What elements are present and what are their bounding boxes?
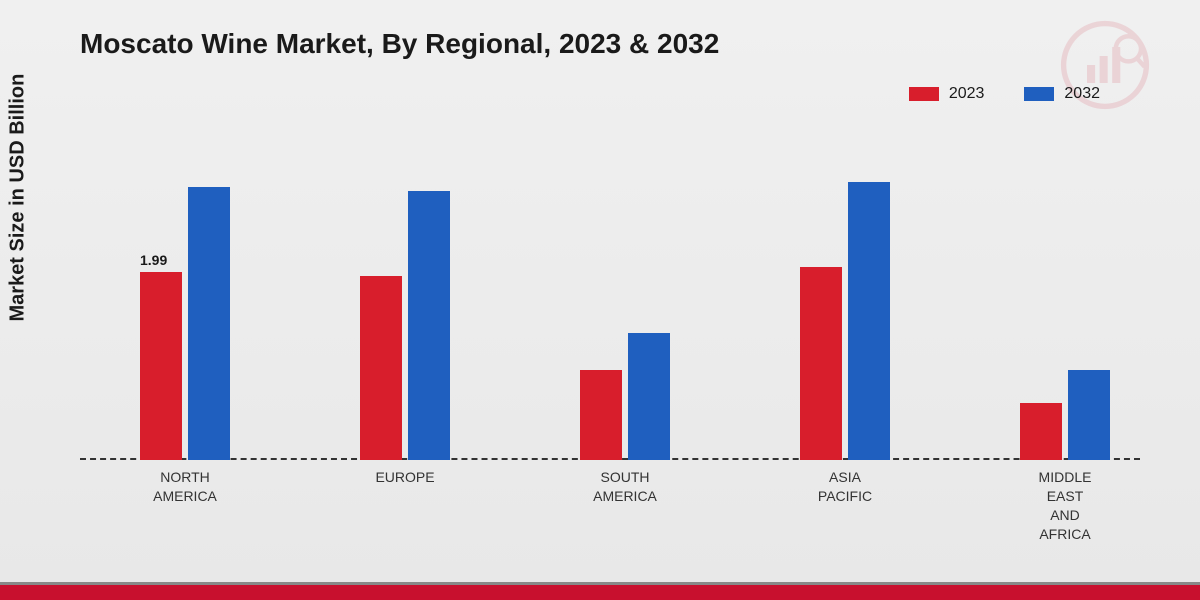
bar-2023 <box>800 267 842 460</box>
bar-group <box>800 182 890 460</box>
x-axis-label: SOUTH AMERICA <box>593 468 657 506</box>
bar-group <box>360 191 450 460</box>
y-axis-label: Market Size in USD Billion <box>7 74 30 322</box>
legend-item-2032: 2032 <box>1024 85 1100 103</box>
x-axis-label: ASIA PACIFIC <box>818 468 872 506</box>
bar-2023 <box>140 272 182 460</box>
x-axis-label: MIDDLE EAST AND AFRICA <box>1039 468 1092 544</box>
x-axis-label: EUROPE <box>375 468 434 487</box>
bar-2023 <box>360 276 402 460</box>
bar-group <box>1020 370 1110 460</box>
legend-item-2023: 2023 <box>909 85 985 103</box>
bar-2032 <box>848 182 890 460</box>
bar-2023 <box>1020 403 1062 460</box>
legend-swatch-2032 <box>1024 87 1054 101</box>
plot-area: 1.99 <box>80 130 1140 460</box>
x-axis: NORTH AMERICA EUROPE SOUTH AMERICA ASIA PAC… <box>80 468 1140 548</box>
bar-2023 <box>580 370 622 460</box>
bar-2032 <box>628 333 670 460</box>
bar-group: 1.99 <box>140 187 230 460</box>
x-axis-label: NORTH AMERICA <box>153 468 217 506</box>
bar-2032 <box>1068 370 1110 460</box>
legend: 2023 2032 <box>909 85 1100 103</box>
footer-accent-bar <box>0 582 1200 600</box>
legend-swatch-2023 <box>909 87 939 101</box>
bar-group <box>580 333 670 460</box>
legend-label-2023: 2023 <box>949 85 985 103</box>
bar-2032 <box>408 191 450 460</box>
legend-label-2032: 2032 <box>1064 85 1100 103</box>
bar-value-label: 1.99 <box>140 252 167 268</box>
chart-title: Moscato Wine Market, By Regional, 2023 &… <box>80 28 719 60</box>
bar-2032 <box>188 187 230 460</box>
